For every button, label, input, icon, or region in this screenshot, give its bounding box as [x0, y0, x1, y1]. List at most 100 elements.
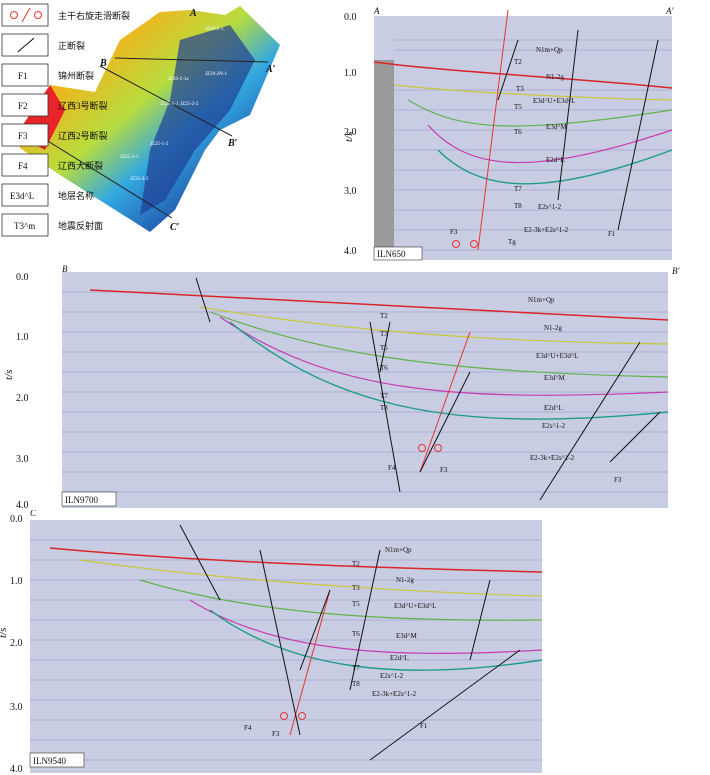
panel-labels: N1m+Qp T2 N1-2g T3 E3d^U+E3d^L T5 E3d^M … — [450, 46, 616, 246]
strat-label: E2-3k+E2s^1-2 — [530, 454, 575, 462]
seismic-panel-a: 0.0 1.0 2.0 3.0 4.0 t/s A A′ ILN650 N1m+… — [343, 6, 674, 261]
strat-label: E2s^1-2 — [380, 672, 404, 680]
strat-label: E2s^1-2 — [542, 422, 566, 430]
legend-text: 辽西大断裂 — [58, 160, 103, 171]
refl-label: T8 — [352, 680, 360, 688]
legend-item-f1: F1 锦州断裂 — [1, 63, 94, 87]
strike-slip-symbol — [452, 240, 478, 248]
fault-label: F3 — [272, 730, 280, 738]
legend-text: 地震反射面 — [58, 220, 103, 231]
axis-tick: 0.0 — [344, 12, 357, 23]
legend-symbol: E3d^L — [10, 191, 34, 201]
well-label: JZ25-3-1 — [120, 155, 139, 160]
axis-tick: 1.0 — [16, 332, 29, 343]
legend-item-f3: F3 辽西2号断裂 — [1, 123, 108, 147]
axis-tick: 0.0 — [16, 272, 29, 283]
legend-symbol: T3^m — [14, 221, 35, 231]
panel-labels: N1m+Qp T2 N1-2g T3 T5 E3d^U+E3d^L T6 E3d… — [380, 296, 622, 484]
axis-tick: 4.0 — [16, 500, 29, 510]
strat-label: N1m+Qp — [528, 296, 555, 304]
map-label-a2: A′ — [265, 64, 276, 75]
fault-label: F3 — [614, 476, 622, 484]
refl-label: T5 — [352, 600, 360, 608]
fault-label: F3 — [450, 228, 458, 236]
map-label-b2: B′ — [227, 138, 238, 149]
refl-label: T7 — [352, 664, 360, 672]
axis-tick: 4.0 — [10, 764, 23, 775]
strat-label: N1-2g — [396, 576, 414, 584]
strat-label: E2d^L — [390, 654, 409, 662]
well-labels: JZ20-2-1 JZ20-2N-1 JZ20-2-1a JZ25-1-1 JZ… — [120, 27, 227, 182]
strat-label: N1m+Qp — [385, 546, 412, 554]
line-name: ILN650 — [377, 249, 406, 259]
seismic-panel-c: 0.0 1.0 2.0 3.0 4.0 t/s C C′ ILN9540 N1m… — [0, 510, 543, 775]
well-label: JZ25-1-2 — [150, 142, 169, 147]
legend-text: 主干右旋走滑断裂 — [58, 10, 130, 21]
legend-text: 辽西2号断裂 — [58, 130, 108, 141]
legend-symbol: F1 — [18, 71, 28, 81]
fault-label: F4 — [244, 724, 252, 732]
legend-item-strat-name: E3d^L 地层名称 — [1, 183, 94, 207]
well-label: JZ20-2-1a — [168, 77, 189, 82]
strat-label: E2-3k+E2s^1-2 — [372, 690, 417, 698]
map-label-b: B — [99, 58, 107, 69]
refl-label: T6 — [514, 128, 522, 136]
axis-tick: 2.0 — [344, 127, 357, 138]
axis-tick: 3.0 — [16, 454, 29, 465]
strat-label: E2d^L — [544, 404, 563, 412]
strat-label: N1-2g — [544, 324, 562, 332]
axis-tick: 2.0 — [10, 638, 23, 649]
legend: 主干右旋走滑断裂 正断裂 F1 锦州断裂 F2 辽西3号断裂 F3 辽西2号断裂… — [0, 0, 156, 250]
well-label: JZ25-3-2 — [130, 177, 149, 182]
well-label: JZ20-2-1 — [205, 27, 224, 32]
axis-tick: 3.0 — [344, 186, 357, 197]
strat-label: E2-3k+E2s^1-2 — [524, 226, 569, 234]
legend-symbol: F3 — [18, 131, 28, 141]
strat-label: E2d^L — [546, 156, 565, 164]
refl-label: Tg — [508, 238, 516, 246]
refl-label: T5 — [380, 344, 388, 352]
structure-map: A A′ B B′ C C′ JZ20-2-1 JZ20-2N-1 JZ20-2… — [16, 6, 280, 233]
strat-label: E3d^U+E3d^L — [394, 602, 436, 610]
refl-label: T7 — [514, 185, 522, 193]
line-end-b2: B′ — [672, 266, 680, 276]
seismic-panel-b: 0.0 1.0 2.0 3.0 4.0 t/s B B′ ILN9700 N1m… — [3, 264, 680, 510]
line-name: ILN9540 — [33, 756, 66, 766]
refl-label: T6 — [380, 364, 388, 372]
axis-tick: 3.0 — [10, 702, 23, 713]
map-label-c2: C′ — [170, 222, 180, 233]
fault-label: F4 — [388, 464, 396, 472]
line-end-a2: A′ — [665, 6, 674, 16]
refl-label: T3 — [352, 584, 360, 592]
fault-label: F3 — [440, 466, 448, 474]
fault-label: F1 — [608, 230, 616, 238]
strike-slip-symbol — [280, 712, 306, 720]
line-end-b: B — [62, 264, 68, 274]
legend-item-strike-slip: 主干右旋走滑断裂 — [1, 3, 130, 27]
panel-labels: N1m+Qp T2 N1-2g T3 E3d^U+E3d^L T5 E3d^M … — [244, 546, 436, 738]
legend-symbol: F2 — [18, 101, 28, 111]
legend-text: 锦州断裂 — [58, 70, 94, 81]
axis-tick: 2.0 — [16, 393, 29, 404]
refl-label: T7 — [380, 392, 388, 400]
strat-label: E3d^M — [546, 123, 568, 131]
refl-label: T8 — [380, 404, 388, 412]
refl-label: T6 — [352, 630, 360, 638]
strat-label: N1m+Qp — [536, 46, 563, 54]
map-label-a: A — [189, 8, 197, 19]
refl-label: T8 — [514, 202, 522, 210]
strat-label: E3d^M — [396, 632, 418, 640]
refl-label: T2 — [352, 560, 360, 568]
axis-tick: 4.0 — [344, 246, 357, 257]
strat-label: E3d^M — [544, 374, 566, 382]
strat-label: N1-2g — [546, 73, 564, 81]
axis-title: t/s — [0, 628, 9, 638]
legend-item-f2: F2 辽西3号断裂 — [1, 93, 108, 117]
line-end-a: A — [373, 6, 380, 16]
well-label: JZ25-1-1 — [160, 102, 179, 107]
refl-label: T5 — [514, 103, 522, 111]
refl-label: T3 — [516, 85, 524, 93]
axis-title: t/s — [343, 132, 355, 142]
strat-label: E3d^U+E3d^L — [533, 97, 575, 105]
legend-item-reflector: T3^m 地震反射面 — [1, 213, 103, 237]
